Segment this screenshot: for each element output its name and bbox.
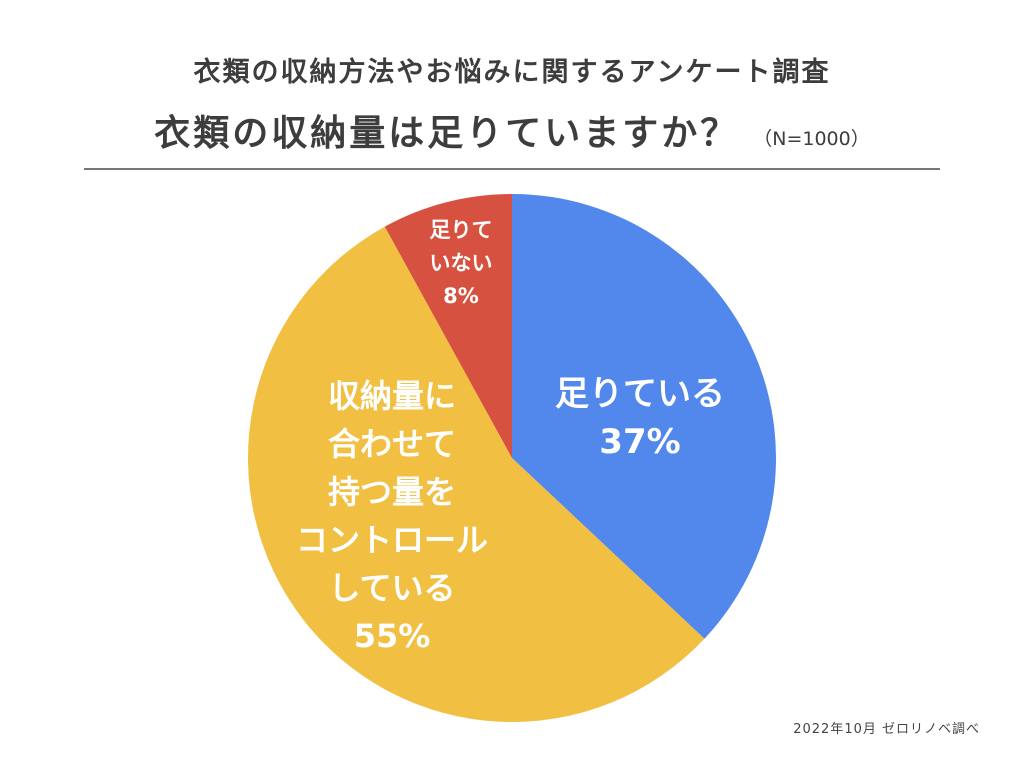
slice-label: 足りている 37%	[555, 374, 725, 462]
sample-size: （N=1000）	[753, 128, 870, 150]
pie-labels: 足りている 37% 収納量に合わせて持つ量をコントロールしている 55% 足りていない 8…	[296, 218, 725, 655]
slice-name-line: 持つ量を	[328, 473, 456, 511]
pie-slices	[247, 194, 777, 723]
title-divider	[84, 168, 940, 170]
slice-name-line: コントロール	[296, 521, 488, 559]
slice-name-line: 収納量に	[328, 377, 456, 415]
pie-slice	[512, 194, 777, 639]
pie-slice	[247, 226, 705, 723]
slice-value-label: 37%	[599, 422, 680, 462]
source-note: 2022年10月 ゼロリノベ調べ	[793, 722, 980, 737]
slice-name-line: 足りて	[430, 218, 493, 242]
slice-label: 足りていない 8%	[430, 218, 493, 308]
slice-name-line: 合わせて	[328, 425, 456, 463]
slice-value-label: 55%	[354, 617, 431, 655]
pie-slice	[384, 194, 512, 458]
question-title: 衣類の収納量は足りていますか？	[154, 113, 740, 154]
question-row: 衣類の収納量は足りていますか？ （N=1000）	[0, 104, 1024, 156]
slice-name-line: 足りている	[555, 374, 725, 414]
slice-label: 収納量に合わせて持つ量をコントロールしている 55%	[296, 377, 488, 655]
slice-name-line: している	[328, 569, 455, 607]
slice-value-label: 8%	[443, 284, 479, 308]
survey-title: 衣類の収納方法やお悩みに関するアンケート調査	[193, 57, 831, 88]
slice-name-line: いない	[430, 251, 493, 275]
